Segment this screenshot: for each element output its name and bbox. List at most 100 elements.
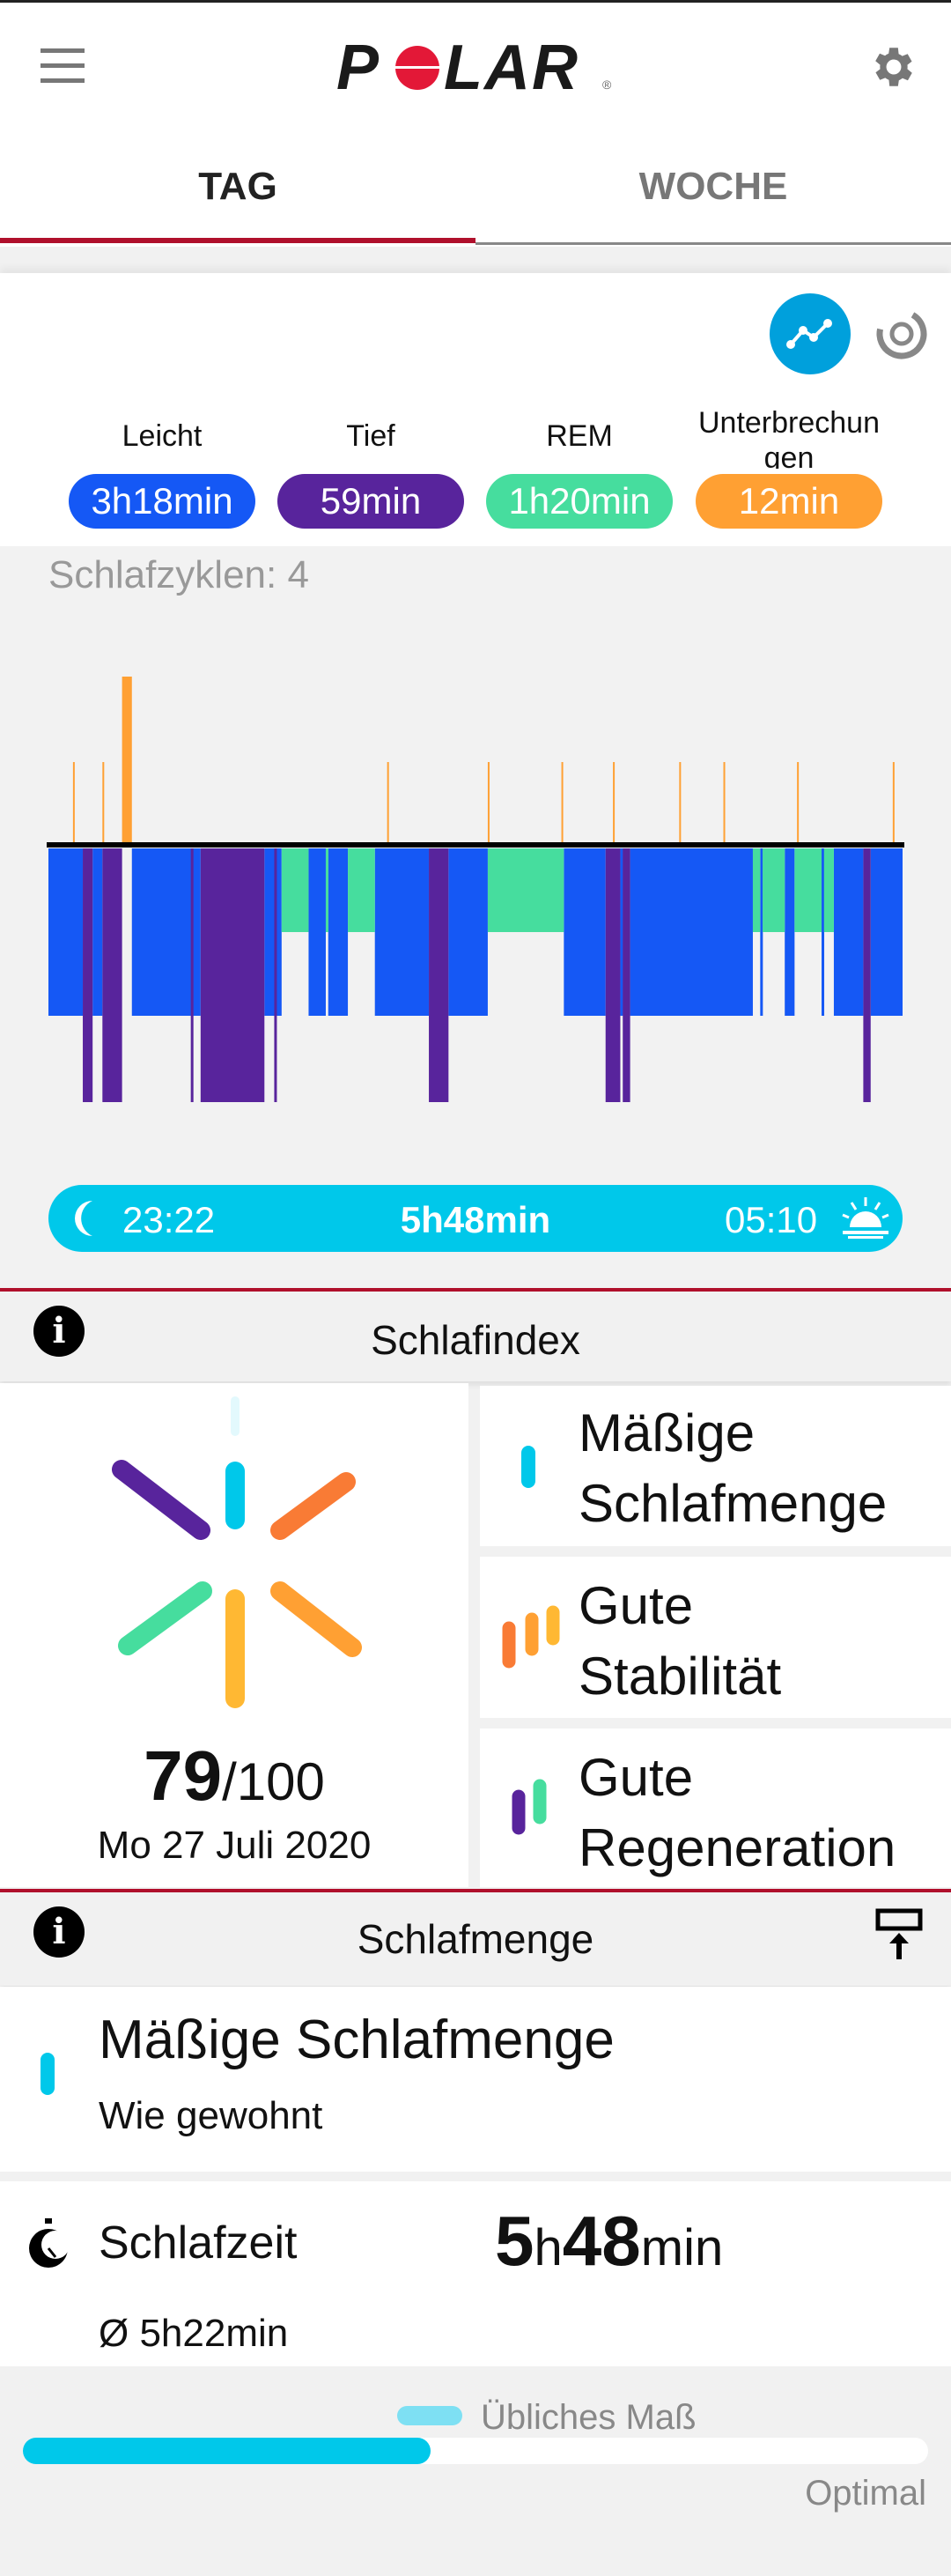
sleep-duration: 5h48min — [400, 1199, 551, 1240]
sleep-cycles-label: Schlafzyklen: 4 — [48, 553, 309, 596]
wake-tick — [487, 762, 490, 845]
stage-label-deep: Tief — [346, 419, 395, 453]
stage-value-light: 3h18min — [69, 474, 255, 529]
usual-range-label: Übliches Maß — [481, 2398, 697, 2437]
minutes: 48 — [562, 2202, 641, 2280]
sleep-start-time: 23:22 — [122, 1199, 216, 1240]
hypnogram-chart[interactable] — [0, 546, 951, 1163]
deep-segment — [623, 848, 630, 1102]
index-item-regeneration[interactable]: Gute Regeneration — [480, 1728, 951, 1887]
rem-segment — [763, 848, 785, 932]
deep-segment — [863, 848, 871, 1102]
tab-woche[interactable]: WOCHE — [638, 165, 788, 208]
app-header: P LAR ® — [0, 3, 951, 132]
light-segment — [620, 848, 623, 1016]
stability-bars-icon — [502, 1605, 560, 1669]
wake-tick — [613, 762, 616, 845]
polar-logo: P LAR ® — [336, 33, 618, 103]
light-segment — [308, 848, 326, 1016]
rem-segment — [348, 848, 375, 932]
amount-bar-icon — [41, 2053, 55, 2095]
deep-segment — [605, 848, 621, 1102]
wake-tick — [561, 762, 564, 845]
rem-segment — [325, 848, 328, 932]
light-segment — [785, 848, 795, 1016]
deep-segment — [190, 848, 194, 1102]
light-segment — [630, 848, 753, 1016]
wake-segment — [122, 677, 132, 845]
tab-tag[interactable]: TAG — [198, 165, 277, 208]
svg-text:LAR: LAR — [444, 36, 579, 98]
light-segment — [448, 848, 488, 1016]
item-line2: Stabilität — [579, 1647, 782, 1706]
sleep-score: 79/100 — [0, 1736, 468, 1817]
sleep-time-card: Schlafzeit 5h48min Ø 5h22min — [0, 2181, 951, 2366]
item-line2: Regeneration — [579, 1818, 896, 1877]
wake-tick — [723, 762, 726, 845]
rem-segment — [752, 848, 761, 932]
sleep-time-label: Schlafzeit — [99, 2217, 298, 2269]
wake-tick — [102, 762, 105, 845]
amount-bar-icon — [521, 1446, 535, 1488]
ring-view-button[interactable] — [874, 305, 928, 363]
sleep-score-starburst-icon — [112, 1396, 362, 1708]
average-sleep-time: Ø 5h22min — [99, 2312, 289, 2355]
sleep-time-value: 5h48min — [495, 2201, 723, 2282]
stage-value-rem: 1h20min — [486, 474, 673, 529]
svg-text:P: P — [336, 36, 380, 98]
item-line1: Mäßige — [579, 1403, 756, 1462]
info-icon[interactable]: i — [33, 1906, 85, 1958]
share-export-icon[interactable] — [875, 1908, 925, 1961]
stage-value-deep: 59min — [277, 474, 464, 529]
sunrise-icon — [842, 1197, 889, 1239]
sleep-score-panel[interactable]: 79/100 Mo 27 Juli 2020 — [0, 1383, 468, 1887]
wake-tick — [797, 762, 800, 845]
stage-summary-card: Leicht Tief REM Unterbrechungen 3h18min … — [0, 273, 951, 546]
minutes-unit: min — [640, 2219, 724, 2276]
index-item-stability[interactable]: Gute Stabilität — [480, 1557, 951, 1718]
rem-segment — [794, 848, 822, 932]
deep-segment — [200, 848, 265, 1102]
hours-unit: h — [534, 2219, 563, 2276]
gear-icon[interactable] — [868, 41, 919, 93]
section-divider — [0, 1889, 951, 1892]
stopwatch-moon-icon — [29, 2218, 70, 2268]
rem-segment — [823, 848, 834, 932]
optimal-label: Optimal — [805, 2474, 926, 2513]
light-segment — [48, 848, 84, 1016]
hours: 5 — [495, 2202, 534, 2280]
score-max: /100 — [222, 1752, 325, 1811]
light-segment — [92, 848, 103, 1016]
section-divider — [0, 1288, 951, 1292]
rem-segment — [281, 848, 309, 932]
hamburger-icon[interactable] — [41, 48, 88, 84]
usual-range-marker — [397, 2406, 462, 2425]
amount-status: Mäßige Schlafmenge — [99, 2010, 615, 2070]
info-icon[interactable]: i — [33, 1306, 85, 1357]
score-value: 79 — [144, 1736, 223, 1815]
stage-label-light: Leicht — [122, 419, 203, 453]
tab-divider — [476, 242, 951, 245]
light-segment — [760, 848, 763, 1016]
schlafmenge-header: i Schlafmenge — [0, 1892, 951, 1986]
amount-status-card: Mäßige Schlafmenge Wie gewohnt — [0, 1987, 951, 2172]
light-segment — [564, 848, 606, 1016]
hypnogram-baseline — [47, 842, 904, 848]
index-item-amount[interactable]: Mäßige Schlafmenge — [480, 1386, 951, 1546]
score-date: Mo 27 Juli 2020 — [97, 1824, 372, 1867]
deep-segment — [83, 848, 93, 1102]
sleep-time-bar: 23:22 5h48min 05:10 — [48, 1185, 903, 1252]
moon-icon — [75, 1201, 92, 1236]
deep-segment — [274, 848, 277, 1102]
item-line2: Schlafmenge — [579, 1474, 888, 1533]
stage-value-interruptions: 12min — [696, 474, 882, 529]
active-tab-indicator — [0, 238, 476, 243]
graph-view-button[interactable] — [770, 293, 851, 374]
light-segment — [870, 848, 903, 1016]
wake-tick — [679, 762, 682, 845]
section-title: Schlafindex — [371, 1317, 580, 1363]
wake-tick — [387, 762, 389, 845]
wake-tick — [892, 762, 895, 845]
regeneration-bars-icon — [512, 1779, 547, 1835]
status-line — [0, 0, 951, 3]
